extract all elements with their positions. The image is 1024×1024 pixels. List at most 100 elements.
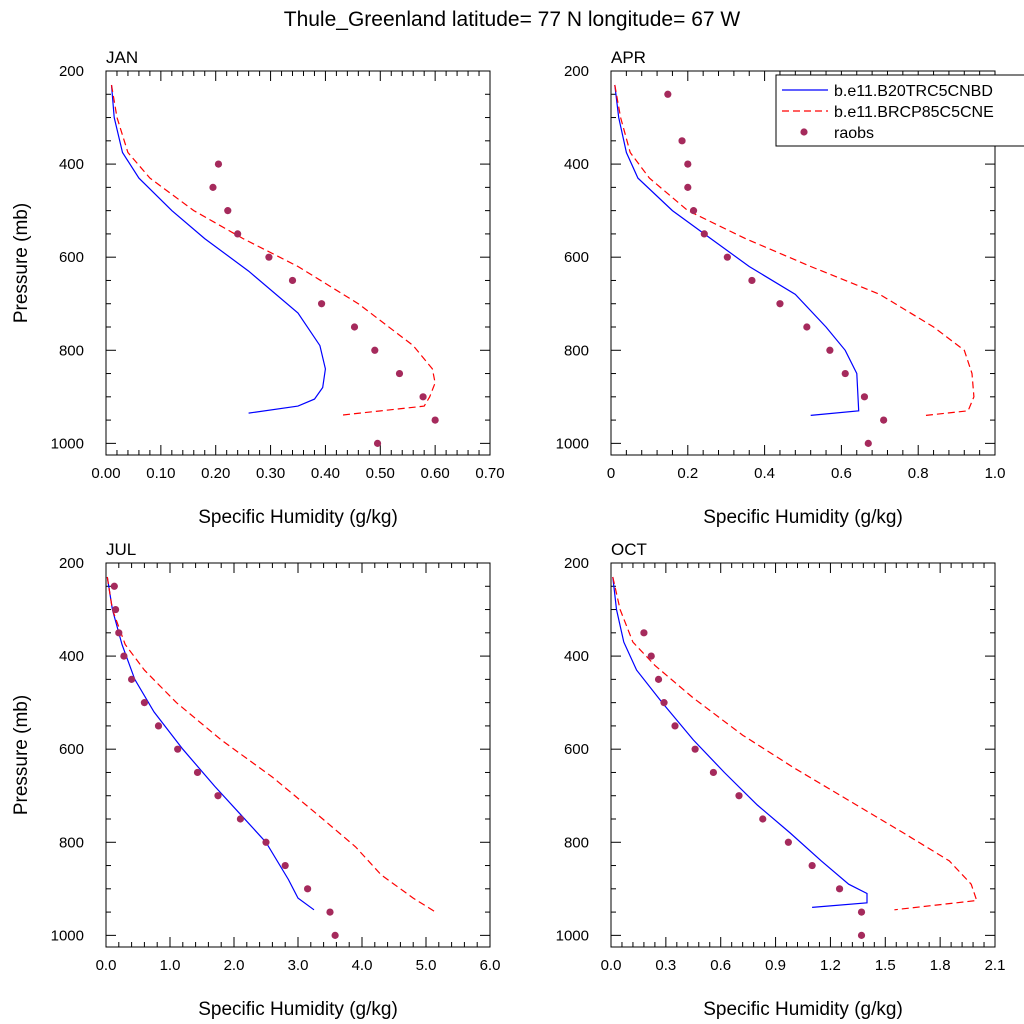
x-tick-label: 0.3 [655,957,676,974]
series-line-brcp85 [110,84,436,416]
x-tick-label: 0.8 [908,465,929,482]
raobs-point [880,416,888,424]
raobs-point [128,675,136,683]
legend-label: b.e11.BRCP85C5CNE [834,104,994,121]
figure-title: Thule_Greenland latitude= 77 N longitude… [284,8,741,31]
raobs-point [640,629,648,637]
raobs-point [371,346,379,354]
raobs-point [236,815,244,823]
raobs-point [224,207,232,215]
x-tick-label: 0.4 [754,465,775,482]
panel-title: JUL [106,540,136,559]
y-tick-label: 800 [564,834,589,851]
plot-frame [105,562,491,948]
raobs-point [431,416,439,424]
y-axis-label: Pressure (mb) [11,695,32,815]
raobs-point [262,838,270,846]
raobs-point [395,369,404,378]
y-tick-label: 1000 [556,435,589,452]
y-tick-label: 200 [564,555,589,572]
series-line-b20trc [614,84,860,416]
panel-apr: APR 0 0.2 0.4 0.6 0.8 1.0 200 400 600 800 1000 Speci… [556,48,1006,528]
x-tick-label: 0.6 [710,957,731,974]
legend-label: b.e11.B20TRC5CNBD [834,83,993,100]
raobs-point [678,137,686,145]
x-tick-label: 0.2 [677,465,698,482]
raobs-point [857,908,866,916]
x-axis-label: Specific Humidity (g/kg) [703,507,903,528]
y-tick-label: 600 [564,249,589,266]
panel-title: JAN [106,48,138,67]
x-tick-label: 6.0 [480,957,501,974]
x-tick-label: 0.30 [256,465,285,482]
raobs-point [331,931,339,939]
raobs-point [684,183,692,191]
raobs-point [234,230,242,238]
raobs-point [689,207,698,215]
raobs-point [317,300,326,308]
x-axis-label: Specific Humidity (g/kg) [198,999,398,1020]
y-tick-label: 400 [59,156,84,173]
x-tick-label: 4.0 [352,957,373,974]
x-tick-label: 0 [607,465,615,482]
raobs-point [209,183,217,191]
x-tick-label: 0.60 [421,465,450,482]
x-tick-label: 0.10 [146,465,175,482]
y-tick-label: 1000 [556,927,589,944]
raobs-point [654,675,663,683]
x-tick-label: 0.50 [366,465,395,482]
y-tick-label: 1000 [51,927,84,944]
y-tick-label: 600 [59,249,84,266]
raobs-point [723,253,731,261]
y-tick-label: 400 [564,156,589,173]
panel-jan: JAN 0.00 0.10 0.20 0.30 0.40 0.50 0.60 0.70 200 40… [11,48,505,528]
raobs-point [709,768,718,777]
raobs-point [112,605,120,614]
x-axis-label: Specific Humidity (g/kg) [198,507,398,528]
legend-label: raobs [834,125,874,142]
panel-jul: JUL 0.0 1.0 2.0 3.0 4.0 5.0 6.0 200 400 600 800 1000… [11,540,500,1020]
series-line-brcp85 [614,84,975,416]
raobs-point [120,652,128,660]
raobs-point [193,768,202,777]
y-tick-label: 400 [564,648,589,665]
raobs-point [684,160,692,168]
y-tick-label: 800 [59,342,84,359]
x-tick-label: 1.0 [160,957,181,974]
y-tick-label: 1000 [51,435,84,452]
x-tick-label: 0.70 [475,465,504,482]
x-tick-label: 0.9 [765,957,786,974]
x-tick-label: 0.00 [91,465,120,482]
raobs-point [419,393,427,401]
x-tick-label: 2.1 [985,957,1006,974]
y-axis-label: Pressure (mb) [11,203,32,323]
raobs-point [759,815,767,823]
raobs-point [803,323,811,331]
y-tick-label: 800 [564,342,589,359]
panel-title: APR [611,48,646,67]
raobs-point [776,300,784,308]
raobs-point [808,861,816,870]
y-tick-label: 200 [59,63,84,80]
x-tick-label: 2.0 [224,957,245,974]
panel-title: OCT [611,540,647,559]
raobs-point [857,931,866,939]
raobs-point [647,652,655,660]
raobs-point [350,323,359,331]
x-tick-label: 0.40 [311,465,340,482]
raobs-point [660,699,668,707]
raobs-point [140,699,148,707]
raobs-point [864,439,872,447]
y-tick-label: 600 [564,741,589,758]
raobs-point [214,160,223,168]
raobs-point [288,276,297,285]
raobs-point [691,745,699,753]
raobs-point [265,253,273,261]
panel-oct: OCT 0.0 0.3 0.6 0.9 1.2 1.5 1.8 2.1 200 400 600 800 1… [556,540,1006,1020]
x-tick-label: 0.6 [831,465,852,482]
x-tick-label: 1.2 [820,957,841,974]
plot-frame [610,70,996,456]
x-tick-label: 0.0 [601,957,622,974]
raobs-point [174,745,182,753]
raobs-point [214,792,222,800]
